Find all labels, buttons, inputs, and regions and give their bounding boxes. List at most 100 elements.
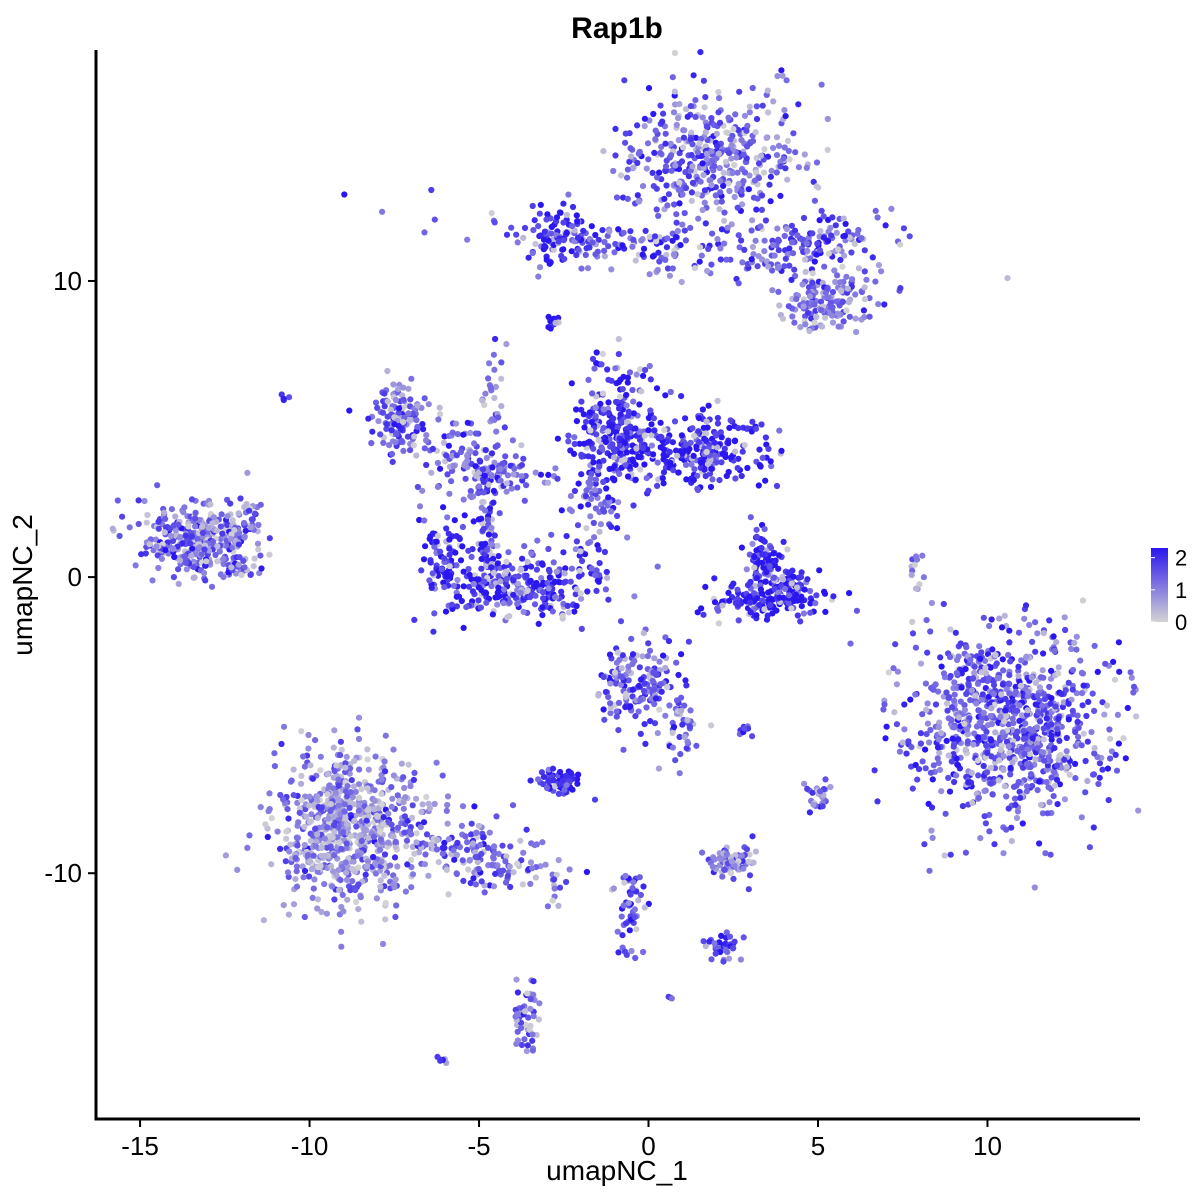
cell-point: [304, 852, 312, 859]
cell-point: [949, 735, 956, 743]
cell-point: [996, 757, 1003, 764]
cell-point: [624, 379, 631, 386]
cell-point: [142, 550, 149, 557]
cell-point: [227, 500, 234, 507]
cell-point: [545, 778, 552, 785]
cell-point: [310, 885, 317, 892]
cell-point: [807, 255, 814, 262]
cell-point: [694, 485, 701, 492]
cell-point: [976, 643, 983, 650]
cell-point: [1083, 712, 1090, 720]
cell-point: [986, 622, 993, 630]
cell-point: [475, 490, 482, 497]
cell-point: [503, 480, 510, 487]
cell-point: [755, 253, 762, 260]
cell-point: [955, 736, 962, 743]
cell-point: [352, 887, 359, 894]
cell-point: [584, 588, 591, 595]
cell-point: [940, 670, 948, 677]
cell-point: [1069, 686, 1076, 693]
cell-point: [413, 417, 420, 424]
cell-point: [612, 152, 619, 159]
cell-point: [338, 746, 345, 753]
cell-point: [1032, 648, 1039, 655]
cell-point: [993, 660, 1000, 667]
cell-point: [638, 388, 645, 395]
cell-point: [472, 430, 479, 437]
cell-point: [664, 235, 671, 242]
cell-point: [753, 612, 760, 619]
cell-point: [1032, 619, 1039, 626]
cell-point: [1046, 799, 1053, 806]
cell-point: [731, 161, 738, 169]
cell-point: [246, 507, 253, 514]
cell-point: [337, 752, 344, 759]
cell-point: [205, 524, 212, 532]
cell-point: [1008, 838, 1015, 845]
cell-point: [782, 255, 789, 262]
cell-point: [574, 218, 581, 225]
cell-point: [306, 818, 313, 826]
cell-point: [444, 793, 452, 800]
cell-point: [714, 420, 722, 427]
cell-point: [660, 451, 667, 458]
cell-point: [162, 515, 169, 523]
cell-point: [730, 126, 737, 133]
cell-point: [307, 762, 314, 769]
cell-point: [381, 851, 389, 858]
cell-point: [545, 471, 552, 478]
cell-point: [640, 245, 648, 252]
cell-point: [520, 608, 527, 616]
cell-point: [428, 469, 435, 476]
cell-point: [878, 268, 885, 275]
cell-point: [624, 174, 631, 181]
cell-point: [678, 651, 685, 658]
cell-point: [168, 506, 175, 513]
cell-point: [769, 610, 776, 617]
cell-point: [1007, 771, 1014, 778]
cell-point: [663, 438, 671, 445]
cell-point: [654, 459, 661, 466]
cell-point: [568, 223, 576, 230]
cell-point: [419, 421, 426, 428]
cell-point: [1039, 702, 1046, 709]
cell-point: [663, 182, 670, 189]
cell-point: [975, 794, 983, 801]
cell-point: [644, 140, 652, 147]
cell-point: [690, 452, 697, 459]
cell-point: [496, 510, 503, 517]
cell-point: [821, 588, 828, 595]
cell-point: [690, 72, 697, 79]
cell-point: [749, 84, 756, 92]
cell-point: [637, 366, 644, 373]
cell-point: [748, 256, 755, 263]
cell-point: [759, 551, 766, 558]
cell-point: [635, 198, 642, 205]
cell-point: [982, 820, 990, 827]
cell-point: [721, 866, 728, 874]
cell-point: [571, 608, 578, 615]
cell-point: [470, 518, 477, 525]
cell-point: [769, 267, 776, 274]
cell-point: [700, 171, 707, 179]
cell-point: [595, 578, 602, 585]
cell-point: [983, 728, 990, 736]
cell-point: [567, 493, 575, 500]
cell-point: [725, 114, 732, 121]
cell-point: [1043, 779, 1050, 786]
cell-point: [560, 237, 567, 244]
cell-point: [820, 213, 827, 220]
cell-point: [541, 242, 548, 250]
cell-point: [450, 582, 457, 589]
cell-point: [176, 557, 184, 564]
cell-point: [959, 803, 967, 810]
cell-point: [482, 590, 490, 597]
cell-point: [654, 482, 661, 489]
cell-point: [519, 555, 526, 562]
cell-point: [699, 206, 706, 214]
cell-point: [662, 140, 669, 147]
cell-point: [591, 365, 598, 372]
cell-point: [773, 152, 781, 159]
cell-point: [662, 712, 669, 719]
